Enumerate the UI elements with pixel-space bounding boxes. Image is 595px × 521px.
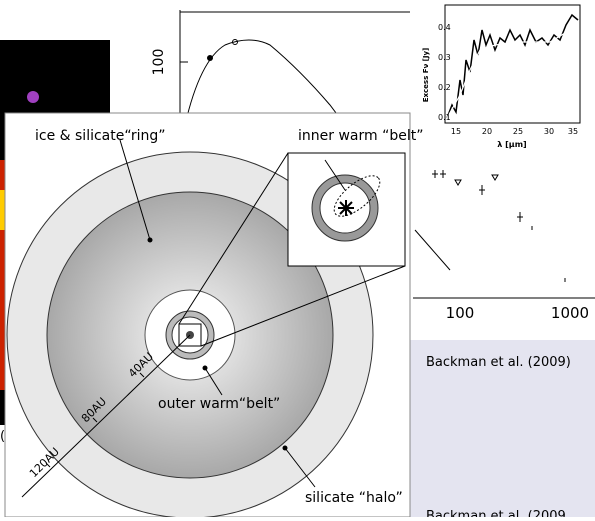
inner-belt-label: inner warm “belt” bbox=[298, 128, 423, 144]
slide: ( 100 0.1 0.2 0.3 0.4 Excess Fν [Jy] 15 … bbox=[0, 0, 595, 517]
x-tick-label: 25 bbox=[513, 127, 523, 136]
y-tick-label: 0.3 bbox=[438, 53, 451, 62]
halo-label: silicate “halo” bbox=[305, 490, 403, 506]
leader-dot bbox=[283, 446, 288, 451]
y-axis-label: Excess Fν [Jy] bbox=[422, 48, 430, 103]
outer-belt-label: outer warm“belt” bbox=[158, 396, 280, 412]
star-symbol bbox=[338, 200, 354, 216]
y-tick-label: 0.2 bbox=[438, 83, 451, 92]
x-tick-label: 35 bbox=[568, 127, 578, 136]
citation: Backman et al. (2009) bbox=[426, 355, 571, 370]
y-tick-label: 0.4 bbox=[438, 23, 451, 32]
x-tick-label: 20 bbox=[482, 127, 492, 136]
x-tick-label: 100 bbox=[446, 304, 475, 322]
point bbox=[207, 55, 213, 61]
source-blob bbox=[27, 91, 39, 103]
y-tick-label: 0.1 bbox=[438, 113, 451, 122]
y-tick-label: 100 bbox=[151, 49, 167, 76]
x-axis-label: λ [μm] bbox=[497, 140, 526, 149]
ring-label: ice & silicate“ring” bbox=[35, 128, 166, 144]
page: ( 100 0.1 0.2 0.3 0.4 Excess Fν [Jy] 15 … bbox=[0, 0, 595, 517]
x-tick-label: 15 bbox=[451, 127, 461, 136]
leader-dot bbox=[203, 366, 208, 371]
citation: Backman et al. (2009 bbox=[426, 509, 566, 517]
leader-dot bbox=[148, 238, 153, 243]
x-tick-label: 1000 bbox=[551, 304, 589, 322]
x-tick-label: 30 bbox=[544, 127, 554, 136]
fragment-text: ( bbox=[0, 429, 5, 444]
